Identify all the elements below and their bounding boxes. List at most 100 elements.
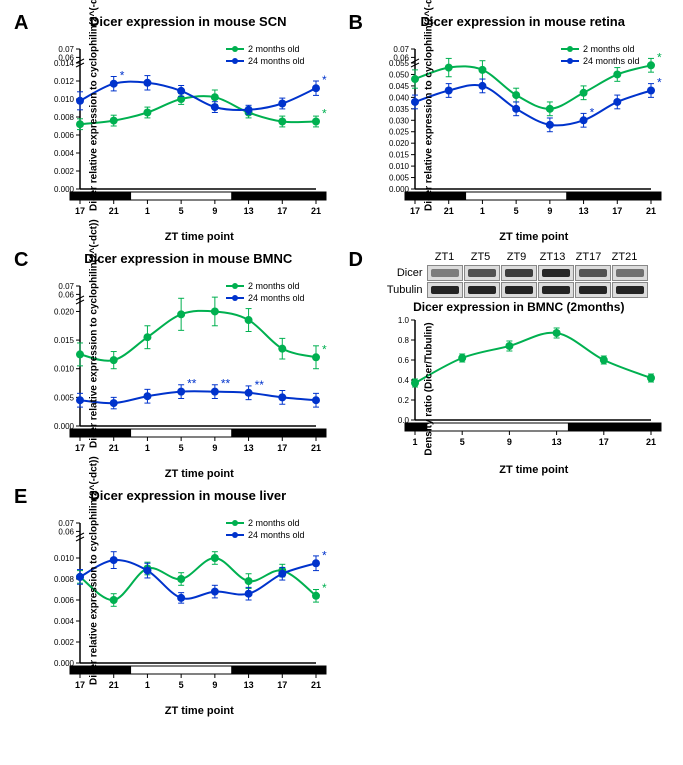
svg-text:17: 17: [277, 443, 287, 453]
panel-d-xlabel: ZT time point: [395, 464, 674, 476]
svg-text:17: 17: [409, 206, 419, 216]
svg-text:0.020: 0.020: [54, 307, 75, 316]
svg-text:17: 17: [598, 437, 608, 447]
svg-text:**: **: [255, 378, 265, 392]
blot-lane: [464, 282, 500, 298]
svg-text:0.2: 0.2: [397, 396, 409, 405]
svg-text:**: **: [221, 377, 231, 391]
svg-text:0.006: 0.006: [54, 131, 75, 140]
panel-d-svg: 0.00.20.40.60.81.0159131721: [359, 314, 669, 464]
svg-text:9: 9: [212, 206, 217, 216]
svg-text:1: 1: [145, 680, 150, 690]
panel-b-title: Dicer expression in mouse retina: [345, 14, 674, 29]
svg-text:9: 9: [212, 443, 217, 453]
svg-text:0.004: 0.004: [54, 149, 75, 158]
svg-text:21: 21: [109, 680, 119, 690]
svg-text:0.020: 0.020: [388, 139, 409, 148]
blot-zt-label: ZT21: [607, 251, 643, 263]
svg-text:0.025: 0.025: [388, 128, 409, 137]
svg-text:0.8: 0.8: [397, 336, 409, 345]
svg-text:24 months old: 24 months old: [248, 293, 305, 303]
svg-text:0.07: 0.07: [393, 45, 409, 54]
svg-text:**: **: [187, 377, 197, 391]
panel-d-title: Dicer expression in BMNC (2months): [365, 300, 674, 314]
svg-text:0.005: 0.005: [388, 174, 409, 183]
svg-text:0.014: 0.014: [54, 59, 75, 68]
svg-text:0.07: 0.07: [58, 282, 74, 291]
blot-lane: [427, 265, 463, 281]
panel-d-blot: ZT1ZT5ZT9ZT13ZT17ZT21 Dicer Tubulin: [379, 251, 674, 298]
svg-text:21: 21: [311, 680, 321, 690]
panel-d-blot-zt-labels: ZT1ZT5ZT9ZT13ZT17ZT21: [427, 251, 674, 263]
blot-row-dicer: Dicer: [379, 265, 674, 281]
svg-text:21: 21: [311, 206, 321, 216]
svg-text:0.045: 0.045: [388, 82, 409, 91]
panel-b-chart: Dicer relative expression to cyclophilin…: [359, 31, 669, 231]
svg-text:0.002: 0.002: [54, 167, 75, 176]
svg-text:0.06: 0.06: [58, 527, 74, 536]
blot-zt-label: ZT9: [499, 251, 535, 263]
panel-e-ylabel: Dicer relative expression to cyclophilin…: [89, 525, 100, 685]
svg-text:1: 1: [145, 206, 150, 216]
svg-text:1.0: 1.0: [397, 316, 409, 325]
panel-b-xlabel: ZT time point: [395, 231, 674, 243]
panel-e-chart: Dicer relative expression to cyclophilin…: [24, 505, 334, 705]
blot-lane: [501, 265, 537, 281]
svg-text:0.006: 0.006: [54, 596, 75, 605]
figure-grid: A Dicer expression in mouse SCN Dicer re…: [10, 10, 673, 717]
panel-e-svg: 0.060.070.0000.0020.0040.0060.0080.01017…: [24, 505, 334, 705]
svg-text:2 months old: 2 months old: [248, 281, 300, 291]
blot-lane: [538, 282, 574, 298]
svg-text:*: *: [322, 73, 327, 87]
svg-text:0.06: 0.06: [58, 290, 74, 299]
svg-text:0.030: 0.030: [388, 116, 409, 125]
panel-d: D ZT1ZT5ZT9ZT13ZT17ZT21 Dicer Tubulin Dic…: [345, 247, 674, 480]
svg-text:21: 21: [645, 206, 655, 216]
blot-lane: [427, 282, 463, 298]
blot-row-name: Tubulin: [379, 284, 427, 296]
svg-text:21: 21: [443, 206, 453, 216]
svg-text:2 months old: 2 months old: [583, 44, 635, 54]
svg-text:0.07: 0.07: [58, 45, 74, 54]
blot-zt-label: ZT5: [463, 251, 499, 263]
svg-text:0.015: 0.015: [54, 336, 75, 345]
panel-c-title: Dicer expression in mouse BMNC: [10, 251, 339, 266]
svg-text:0.008: 0.008: [54, 575, 75, 584]
svg-text:2 months old: 2 months old: [248, 518, 300, 528]
svg-text:0.008: 0.008: [54, 113, 75, 122]
blot-zt-label: ZT13: [535, 251, 571, 263]
svg-text:13: 13: [244, 206, 254, 216]
panel-a-title: Dicer expression in mouse SCN: [10, 14, 339, 29]
svg-text:0.010: 0.010: [388, 162, 409, 171]
panel-a-ylabel: Dicer relative expression to cyclophilin…: [89, 51, 100, 211]
panel-d-label: D: [349, 249, 363, 272]
svg-text:17: 17: [75, 680, 85, 690]
svg-text:24 months old: 24 months old: [583, 56, 640, 66]
svg-text:24 months old: 24 months old: [248, 530, 305, 540]
svg-text:*: *: [657, 75, 662, 89]
svg-text:1: 1: [412, 437, 417, 447]
svg-text:5: 5: [179, 443, 184, 453]
svg-text:13: 13: [551, 437, 561, 447]
svg-text:0.040: 0.040: [388, 93, 409, 102]
svg-text:0.6: 0.6: [397, 356, 409, 365]
svg-text:13: 13: [244, 680, 254, 690]
svg-text:0.010: 0.010: [54, 95, 75, 104]
svg-text:0.010: 0.010: [54, 554, 75, 563]
svg-text:9: 9: [506, 437, 511, 447]
svg-text:1: 1: [479, 206, 484, 216]
panel-e-xlabel: ZT time point: [60, 705, 339, 717]
svg-text:21: 21: [109, 206, 119, 216]
panel-a-svg: 0.060.070.0000.0020.0040.0060.0080.0100.…: [24, 31, 334, 231]
blot-lane: [575, 282, 611, 298]
panel-d-ylabel: Density ratio (Dicer/Tubulin): [423, 309, 434, 469]
svg-text:13: 13: [578, 206, 588, 216]
blot-zt-label: ZT17: [571, 251, 607, 263]
svg-text:24 months old: 24 months old: [248, 56, 305, 66]
svg-text:5: 5: [179, 680, 184, 690]
svg-text:21: 21: [645, 437, 655, 447]
panel-d-chart: Density ratio (Dicer/Tubulin) 0.00.20.40…: [359, 314, 669, 464]
svg-text:17: 17: [277, 680, 287, 690]
blot-lane: [575, 265, 611, 281]
svg-text:9: 9: [212, 680, 217, 690]
